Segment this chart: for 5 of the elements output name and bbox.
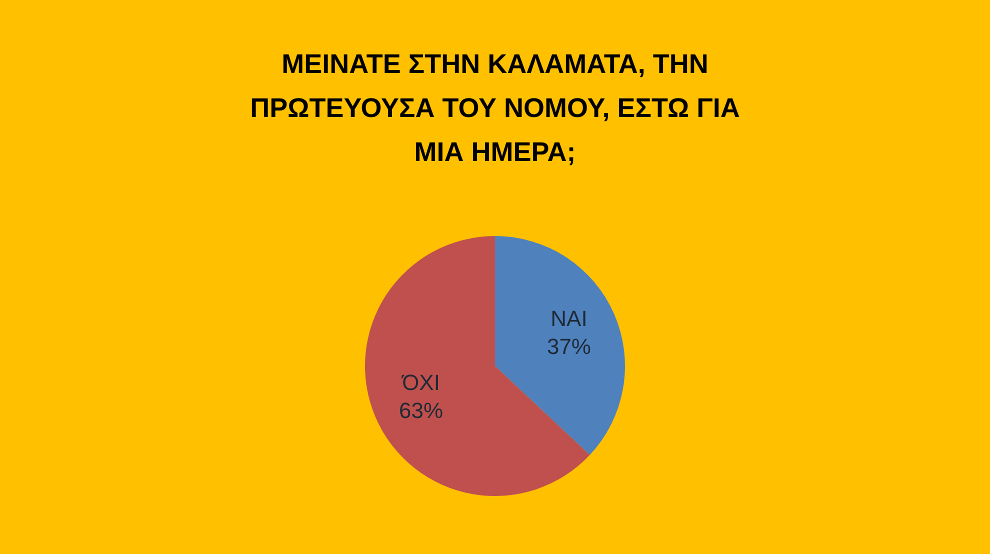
slice-label: ΌΧΙ (401, 370, 440, 396)
data-label: 63% (399, 398, 444, 424)
slice-label: ΝΑΙ (550, 306, 588, 332)
chart-title: ΜΕΙΝΑΤΕ ΣΤΗΝ ΚΑΛΑΜΑΤΑ, ΤΗΝ ΠΡΩΤΕΥΟΥΣΑ ΤΟΥ ΝΟΜΟΥ, ΕΣΤΩ ΓΙΑ ΜΙΑ ΗΜΕΡΑ; (249, 48, 741, 169)
data-label: 37% (546, 334, 591, 360)
